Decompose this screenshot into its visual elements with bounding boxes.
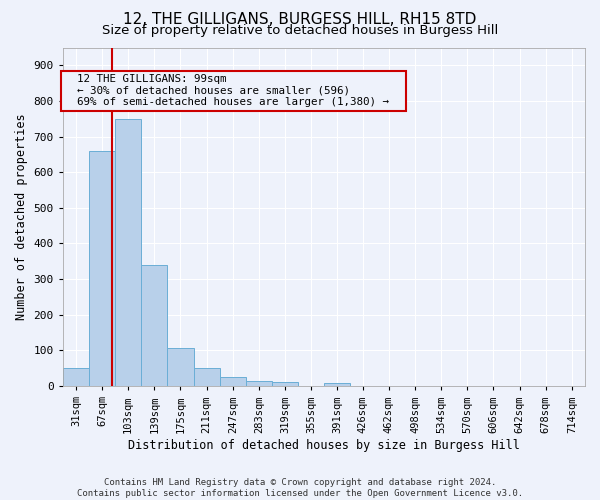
Bar [220, 377, 246, 386]
Bar [89, 151, 115, 386]
Bar [167, 348, 194, 386]
Bar [115, 119, 141, 386]
Bar [272, 382, 298, 386]
Bar [246, 380, 272, 386]
Text: Size of property relative to detached houses in Burgess Hill: Size of property relative to detached ho… [102, 24, 498, 37]
Bar [324, 383, 350, 386]
Y-axis label: Number of detached properties: Number of detached properties [15, 114, 28, 320]
Text: 12, THE GILLIGANS, BURGESS HILL, RH15 8TD: 12, THE GILLIGANS, BURGESS HILL, RH15 8T… [124, 12, 476, 28]
Bar [194, 368, 220, 386]
X-axis label: Distribution of detached houses by size in Burgess Hill: Distribution of detached houses by size … [128, 440, 520, 452]
Bar [63, 368, 89, 386]
Text: 12 THE GILLIGANS: 99sqm  
  ← 30% of detached houses are smaller (596)  
  69% o: 12 THE GILLIGANS: 99sqm ← 30% of detache… [64, 74, 402, 108]
Bar [141, 265, 167, 386]
Text: Contains HM Land Registry data © Crown copyright and database right 2024.
Contai: Contains HM Land Registry data © Crown c… [77, 478, 523, 498]
